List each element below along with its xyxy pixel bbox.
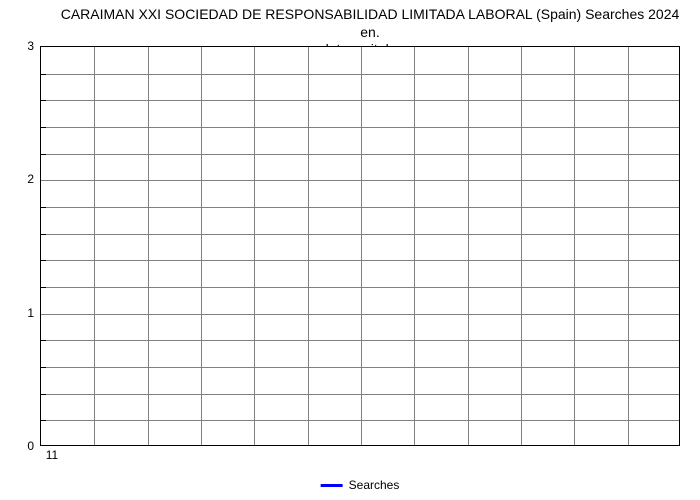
- grid-line-horizontal-minor: [41, 127, 679, 128]
- grid-line-horizontal-minor: [41, 394, 679, 395]
- y-minor-tick: [41, 207, 46, 208]
- grid-line-vertical: [414, 47, 415, 445]
- y-tick-label: 1: [14, 306, 34, 320]
- y-minor-tick: [41, 420, 46, 421]
- grid-line-vertical: [254, 47, 255, 445]
- grid-line-horizontal-minor: [41, 260, 679, 261]
- legend-swatch: [321, 484, 343, 487]
- grid-line-horizontal-minor: [41, 100, 679, 101]
- grid-line-vertical: [201, 47, 202, 445]
- y-tick-label: 2: [14, 172, 34, 186]
- grid-line-horizontal-minor: [41, 207, 679, 208]
- y-minor-tick: [41, 260, 46, 261]
- x-tick-label: 11: [46, 448, 58, 462]
- grid-line-vertical: [574, 47, 575, 445]
- y-minor-tick: [41, 287, 46, 288]
- y-minor-tick: [41, 394, 46, 395]
- plot-area: [40, 46, 680, 446]
- grid-line-vertical: [521, 47, 522, 445]
- grid-line-horizontal-minor: [41, 420, 679, 421]
- grid-line-vertical: [308, 47, 309, 445]
- chart-title-line1: CARAIMAN XXI SOCIEDAD DE RESPONSABILIDAD…: [50, 6, 690, 41]
- grid-line-horizontal: [41, 180, 679, 181]
- grid-line-vertical: [361, 47, 362, 445]
- grid-line-vertical: [468, 47, 469, 445]
- y-minor-tick: [41, 367, 46, 368]
- y-minor-tick: [41, 340, 46, 341]
- y-minor-tick: [41, 234, 46, 235]
- grid-line-vertical: [148, 47, 149, 445]
- grid-line-horizontal-minor: [41, 234, 679, 235]
- grid-line-horizontal-minor: [41, 287, 679, 288]
- y-minor-tick: [41, 74, 46, 75]
- legend-label: Searches: [349, 478, 400, 492]
- y-tick-label: 3: [14, 39, 34, 53]
- grid-line-horizontal-minor: [41, 74, 679, 75]
- grid-line-horizontal-minor: [41, 154, 679, 155]
- y-minor-tick: [41, 100, 46, 101]
- y-minor-tick: [41, 127, 46, 128]
- grid-line-horizontal-minor: [41, 340, 679, 341]
- grid-line-horizontal: [41, 314, 679, 315]
- grid-line-vertical: [628, 47, 629, 445]
- grid-line-vertical: [94, 47, 95, 445]
- search-chart: CARAIMAN XXI SOCIEDAD DE RESPONSABILIDAD…: [0, 0, 700, 500]
- legend: Searches: [321, 478, 400, 492]
- y-minor-tick: [41, 154, 46, 155]
- grid-line-horizontal-minor: [41, 367, 679, 368]
- y-tick-label: 0: [14, 439, 34, 453]
